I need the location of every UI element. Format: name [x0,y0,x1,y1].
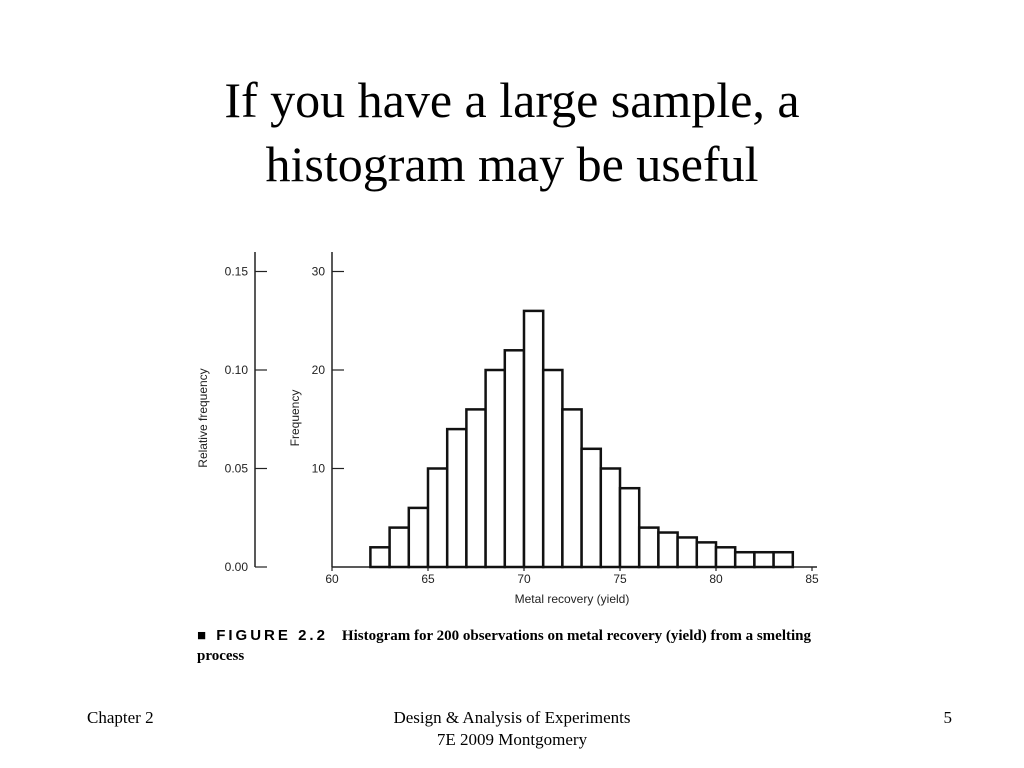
x-tick-label: 60 [325,572,339,586]
x-tick-label: 85 [805,572,819,586]
x-tick-label: 70 [517,572,531,586]
x-tick-label: 65 [421,572,435,586]
figure-caption: ■ FIGURE 2.2 Histogram for 200 observatio… [197,626,857,666]
histogram-bar [753,550,775,569]
footer-course-line-1: Design & Analysis of Experiments [393,708,631,727]
histogram-bar [637,526,660,569]
figure-caption-text: Histogram for 200 observations on metal … [197,628,812,664]
histogram-bar [580,447,603,569]
histogram-bar [426,467,449,569]
histogram-bar [733,550,756,569]
histogram-bar [407,506,430,569]
footer-page-number: 5 [943,708,953,727]
y2-axis-title: Relative frequency [196,368,210,467]
histogram-bar [772,550,795,569]
y2-tick-label: 0.15 [225,265,249,279]
x-axis-title: Metal recovery (yield) [515,592,630,606]
slide-title-line-2: histogram may be useful [265,136,759,192]
x-tick-label: 80 [709,572,723,586]
histogram-bar [369,546,391,569]
histogram-bar [676,536,699,569]
y-tick-label: 20 [312,363,326,377]
footer-course: Design & Analysis of Experiments 7E 2009… [312,707,712,751]
histogram-bar [695,541,718,569]
histogram-bar [618,486,641,569]
histogram-bar [484,368,507,569]
histogram-bar [657,531,679,569]
histogram-bar [465,408,487,569]
y-axis-title: Frequency [288,390,302,447]
slide-title-line-1: If you have a large sample, a [224,72,800,128]
y2-tick-label: 0.00 [225,560,249,574]
histogram-bar [541,368,564,569]
histogram-bar [599,467,622,569]
y-tick-label: 30 [312,265,326,279]
histogram-bar [503,349,526,569]
y2-tick-label: 0.05 [225,462,249,476]
y2-tick-label: 0.10 [225,363,249,377]
figure-label: ■ FIGURE 2.2 [197,627,328,644]
footer-course-line-2: 7E 2009 Montgomery [436,730,588,749]
histogram-bar [388,526,411,569]
histogram-bar [561,408,583,569]
histogram-bar [714,546,737,569]
footer-chapter: Chapter 2 [87,708,154,727]
y-tick-label: 10 [312,462,326,476]
histogram-bar [445,427,468,569]
x-tick-label: 75 [613,572,627,586]
histogram-bar [522,309,545,569]
slide-title: If you have a large sample, a histogram … [0,68,1024,196]
